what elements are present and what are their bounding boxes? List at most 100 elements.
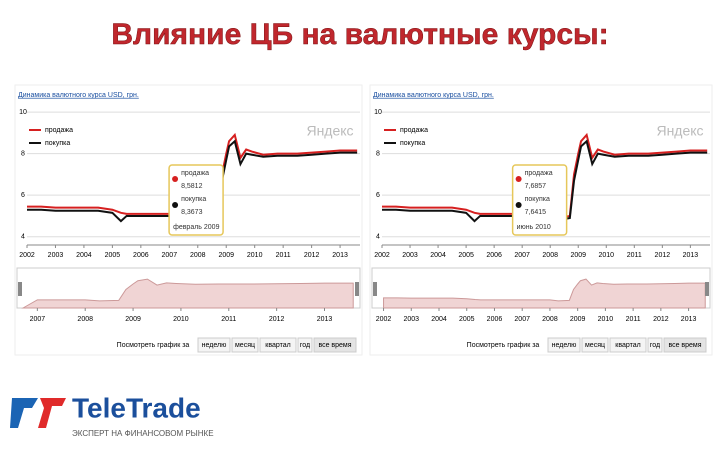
x-tick-label: 2004 — [76, 252, 92, 259]
navigator-area — [383, 278, 706, 309]
slide-title: Влияние ЦБ на валютные курсы: — [111, 18, 608, 51]
tooltip-text: продажа — [525, 170, 553, 177]
watermark: Яндекс — [306, 123, 353, 139]
logo-icon — [10, 398, 66, 428]
nav-tick-label: 2008 — [542, 316, 558, 323]
tooltip-text: продажа — [181, 170, 209, 177]
period-button[interactable] — [663, 337, 707, 353]
navigator-handle[interactable] — [18, 282, 22, 296]
tooltip-text: 7,6415 — [525, 209, 547, 216]
tooltip-dot — [172, 202, 179, 208]
navigator-area — [21, 278, 354, 309]
period-button-label: квартал — [615, 342, 640, 349]
x-tick-label: 2009 — [218, 252, 234, 259]
tooltip-dot — [515, 176, 522, 182]
x-tick-label: 2008 — [542, 252, 558, 259]
x-tick-label: 2013 — [332, 252, 348, 259]
tooltip — [511, 164, 568, 236]
y-tick-label: 4 — [376, 234, 380, 241]
nav-tick-label: 2004 — [431, 316, 447, 323]
x-tick-label: 2009 — [570, 252, 586, 259]
x-tick-label: 2004 — [430, 252, 446, 259]
period-button[interactable] — [647, 337, 663, 353]
period-button-label: месяц — [235, 342, 255, 349]
x-tick-label: 2002 — [374, 252, 390, 259]
nav-tick-label: 2006 — [487, 316, 503, 323]
tooltip-text: покупка — [181, 196, 206, 203]
nav-tick-label: 2010 — [598, 316, 614, 323]
period-button-label: месяц — [585, 342, 605, 349]
nav-tick-label: 2012 — [653, 316, 669, 323]
navigator-handle[interactable] — [373, 282, 377, 296]
chart-title: Динамика валютного курса USD, грн. — [373, 92, 494, 99]
logo-slogan: ЭКСПЕРТ НА ФИНАНСОВОМ РЫНКЕ — [72, 429, 214, 438]
period-button[interactable] — [297, 337, 313, 353]
watermark: Яндекс — [656, 123, 703, 139]
x-tick-label: 2010 — [247, 252, 263, 259]
x-tick-label: 2005 — [105, 252, 121, 259]
tooltip-text: покупка — [525, 196, 550, 203]
x-tick-label: 2006 — [133, 252, 149, 259]
logo-name: TeleTrade — [72, 392, 201, 423]
period-button[interactable] — [197, 337, 231, 353]
legend-label: продажа — [45, 127, 73, 134]
period-button-label: год — [300, 342, 310, 349]
period-button[interactable] — [313, 337, 357, 353]
x-tick-label: 2011 — [276, 252, 291, 259]
nav-tick-label: 2007 — [514, 316, 530, 323]
nav-tick-label: 2009 — [125, 316, 141, 323]
x-tick-label: 2013 — [683, 252, 699, 259]
tooltip-dot — [172, 176, 179, 182]
period-button-label: год — [650, 342, 660, 349]
nav-tick-label: 2002 — [376, 316, 392, 323]
period-label: Посмотреть график за — [117, 342, 190, 349]
y-tick-label: 8 — [21, 151, 25, 158]
nav-tick-label: 2003 — [403, 316, 419, 323]
y-tick-label: 8 — [376, 151, 380, 158]
legend-label: продажа — [400, 127, 428, 134]
x-tick-label: 2011 — [627, 252, 642, 259]
period-label: Посмотреть график за — [467, 342, 540, 349]
nav-tick-label: 2011 — [626, 316, 641, 323]
tooltip-text: 8,5812 — [181, 183, 203, 190]
period-button[interactable] — [231, 337, 259, 353]
x-tick-label: 2006 — [486, 252, 502, 259]
nav-tick-label: 2013 — [317, 316, 333, 323]
tooltip — [168, 164, 224, 236]
nav-tick-label: 2005 — [459, 316, 475, 323]
nav-tick-label: 2012 — [269, 316, 285, 323]
period-button-label: квартал — [265, 342, 290, 349]
tooltip-text: февраль 2009 — [173, 224, 220, 231]
nav-tick-label: 2011 — [221, 316, 236, 323]
y-tick-label: 10 — [19, 109, 27, 116]
y-tick-label: 4 — [21, 234, 25, 241]
period-button-label: все время — [318, 342, 351, 349]
x-tick-label: 2007 — [514, 252, 530, 259]
x-tick-label: 2010 — [598, 252, 614, 259]
period-button[interactable] — [547, 337, 581, 353]
x-tick-label: 2012 — [304, 252, 320, 259]
period-button[interactable] — [581, 337, 609, 353]
tooltip-dot — [515, 202, 522, 208]
navigator-handle[interactable] — [355, 282, 359, 296]
tooltip-text: июнь 2010 — [517, 224, 551, 231]
tooltip-text: 7,6857 — [525, 183, 547, 190]
x-tick-label: 2003 — [402, 252, 418, 259]
x-tick-label: 2003 — [48, 252, 64, 259]
y-tick-label: 6 — [376, 192, 380, 199]
x-tick-label: 2002 — [19, 252, 35, 259]
period-button[interactable] — [609, 337, 647, 353]
y-tick-label: 10 — [374, 109, 382, 116]
x-tick-label: 2005 — [458, 252, 474, 259]
period-button-label: неделю — [552, 342, 577, 349]
x-tick-label: 2012 — [655, 252, 671, 259]
navigator-handle[interactable] — [705, 282, 709, 296]
x-tick-label: 2008 — [190, 252, 206, 259]
period-button-label: все время — [668, 342, 701, 349]
legend-label: покупка — [400, 140, 425, 147]
period-button-label: неделю — [202, 342, 227, 349]
x-tick-label: 2007 — [162, 252, 178, 259]
period-button[interactable] — [259, 337, 297, 353]
tooltip-text: 8,3673 — [181, 209, 203, 216]
